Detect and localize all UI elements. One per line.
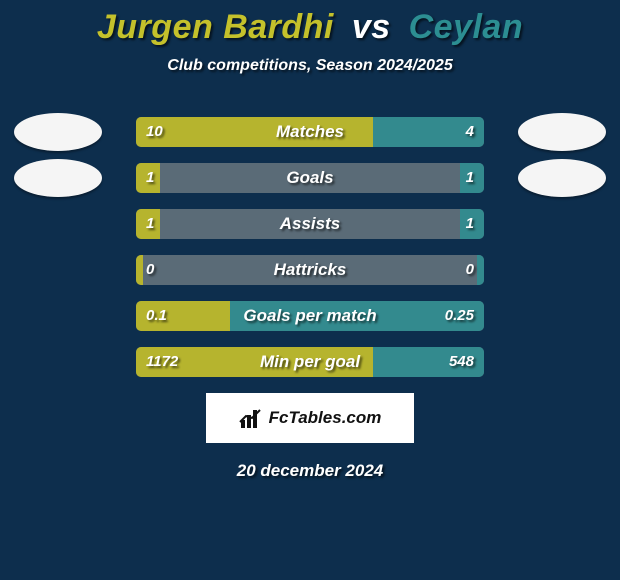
stat-row: 1172548Min per goal bbox=[0, 347, 620, 377]
stat-bar-track: 0 0Hattricks bbox=[136, 255, 484, 285]
stat-bar-track: 104Matches bbox=[136, 117, 484, 147]
stat-label: Hattricks bbox=[136, 255, 484, 285]
player1-bar bbox=[136, 255, 143, 285]
player2-value: 0.25 bbox=[445, 301, 474, 331]
source-badge-text: FcTables.com bbox=[269, 408, 382, 428]
player1-value: 1172 bbox=[146, 347, 178, 377]
player1-name: Jurgen Bardhi bbox=[97, 8, 334, 46]
source-badge[interactable]: FcTables.com bbox=[206, 393, 414, 443]
stat-label: Goals bbox=[136, 163, 484, 193]
stat-bar-track: 1 1Assists bbox=[136, 209, 484, 239]
page-title: Jurgen Bardhi vs Ceylan bbox=[0, 8, 620, 47]
player2-value: 1 bbox=[466, 163, 474, 193]
stat-row: 1 1Assists bbox=[0, 209, 620, 239]
stat-bar-track: 1 1Goals bbox=[136, 163, 484, 193]
player1-avatar bbox=[14, 113, 102, 151]
player2-avatar bbox=[518, 159, 606, 197]
player1-value: 0.1 bbox=[146, 301, 167, 331]
vs-label: vs bbox=[352, 8, 391, 46]
comparison-container: Jurgen Bardhi vs Ceylan Club competition… bbox=[0, 0, 620, 580]
stat-bar-track: 0.10.25Goals per match bbox=[136, 301, 484, 331]
stat-bar-track: 1172548Min per goal bbox=[136, 347, 484, 377]
player1-avatar bbox=[14, 159, 102, 197]
player2-value: 4 bbox=[466, 117, 474, 147]
player2-value: 0 bbox=[466, 255, 474, 285]
player2-value: 1 bbox=[466, 209, 474, 239]
player2-name: Ceylan bbox=[409, 8, 524, 46]
stats-rows: 104Matches11Goals11Assists00Hattricks0.1… bbox=[0, 117, 620, 377]
stat-row: 104Matches bbox=[0, 117, 620, 147]
stat-row: 1 1Goals bbox=[0, 163, 620, 193]
player1-value: 1 bbox=[146, 163, 154, 193]
stat-label: Assists bbox=[136, 209, 484, 239]
player2-bar bbox=[477, 255, 484, 285]
stat-row: 0.10.25Goals per match bbox=[0, 301, 620, 331]
player1-value: 0 bbox=[146, 255, 154, 285]
player1-value: 10 bbox=[146, 117, 163, 147]
date-label: 20 december 2024 bbox=[0, 461, 620, 481]
chart-icon bbox=[239, 408, 263, 428]
player2-value: 548 bbox=[449, 347, 474, 377]
player1-value: 1 bbox=[146, 209, 154, 239]
stat-row: 0 0Hattricks bbox=[0, 255, 620, 285]
player2-avatar bbox=[518, 113, 606, 151]
subtitle: Club competitions, Season 2024/2025 bbox=[0, 57, 620, 75]
player1-bar bbox=[136, 117, 373, 147]
